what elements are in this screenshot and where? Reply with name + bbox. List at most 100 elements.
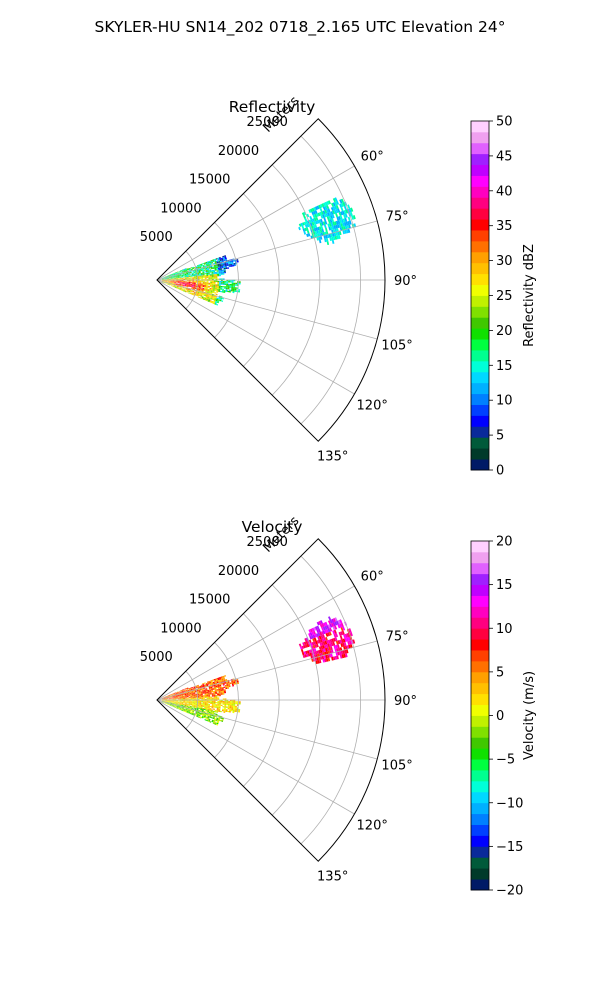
echo-bin — [325, 227, 328, 232]
echo-bin — [166, 695, 169, 697]
echo-bin — [218, 261, 221, 263]
echo-bin — [324, 205, 328, 210]
echo-bin — [222, 702, 225, 704]
echo-bin — [195, 284, 198, 286]
echo-bin — [212, 712, 215, 715]
echo-bin — [163, 282, 165, 284]
echo-bin — [324, 629, 328, 634]
echo-bin — [222, 256, 225, 259]
echo-bin — [191, 691, 194, 693]
echo-bin — [340, 207, 344, 212]
echo-bin — [204, 273, 207, 275]
echo-bin — [225, 290, 228, 292]
echo-bin — [232, 711, 235, 714]
echo-bin — [208, 692, 210, 694]
echo-bin — [321, 228, 325, 233]
echo-bin — [198, 692, 201, 694]
echo-bin — [181, 704, 183, 706]
echo-bin — [185, 701, 187, 703]
echo-bin — [210, 259, 213, 262]
echo-bin — [310, 208, 313, 213]
echo-bin — [171, 705, 174, 707]
echo-bin — [192, 274, 194, 276]
echo-bin — [213, 721, 216, 724]
echo-bin — [316, 230, 319, 234]
colorbar-swatch — [471, 371, 489, 384]
echo-bin — [203, 710, 206, 713]
echo-bin — [223, 265, 226, 267]
echo-bin — [204, 702, 207, 704]
echo-bin — [201, 716, 204, 718]
echo-bin — [202, 293, 205, 295]
echo-bin — [174, 277, 177, 279]
echo-bin — [193, 274, 196, 276]
echo-bin — [339, 619, 343, 624]
angle-tick-label: 120° — [357, 398, 388, 413]
echo-bin — [198, 707, 201, 709]
colorbar-swatch — [471, 868, 489, 880]
echo-bin — [186, 703, 189, 705]
echo-bin — [341, 654, 345, 659]
echo-bin — [190, 282, 193, 284]
echo-bin — [203, 297, 206, 300]
echo-bin — [229, 708, 232, 710]
echo-bin — [178, 279, 180, 280]
velocity-grid — [156, 538, 386, 862]
echo-bin — [223, 675, 226, 677]
colorbar-swatch — [471, 459, 489, 471]
echo-bin — [184, 694, 187, 696]
echo-bin — [210, 281, 212, 283]
echo-bin — [335, 652, 339, 656]
echo-bin — [207, 271, 210, 273]
echo-bin — [220, 676, 223, 679]
echo-bin — [319, 236, 323, 240]
echo-bin — [313, 210, 316, 215]
echo-bin — [316, 640, 320, 644]
echo-bin — [214, 262, 217, 264]
echo-bin — [209, 269, 212, 271]
echo-bin — [336, 644, 340, 649]
echo-bin — [216, 303, 219, 306]
echo-bin — [176, 691, 179, 693]
echo-bin — [206, 683, 208, 686]
echo-bin — [163, 697, 165, 698]
echo-bin — [193, 686, 196, 689]
echo-bin — [324, 658, 327, 663]
colorbar-swatch — [471, 824, 489, 836]
echo-bin — [168, 697, 171, 698]
reflectivity-panel: Reflectivity 500010000150002000025000Met… — [140, 93, 537, 478]
echo-bin — [220, 269, 223, 272]
echo-bin — [212, 685, 214, 687]
echo-bin — [193, 705, 196, 707]
echo-bin — [205, 708, 208, 710]
echo-bin — [321, 655, 325, 660]
echo-bin — [168, 704, 170, 706]
echo-bin — [220, 683, 223, 685]
echo-bin — [182, 693, 185, 695]
echo-bin — [205, 682, 208, 685]
echo-bin — [189, 706, 192, 708]
echo-bin — [220, 680, 223, 683]
echo-bin — [321, 623, 325, 628]
echo-bin — [319, 659, 322, 664]
echo-bin — [313, 227, 317, 232]
echo-bin — [199, 293, 201, 295]
echo-bin — [227, 287, 230, 290]
echo-bin — [187, 709, 189, 711]
colorbar-swatch — [471, 857, 489, 869]
echo-bin — [337, 220, 341, 225]
echo-bin — [308, 219, 312, 224]
echo-bin — [221, 701, 223, 703]
echo-bin — [184, 284, 187, 286]
echo-bin — [209, 693, 212, 695]
echo-bin — [166, 275, 169, 277]
echo-bin — [174, 698, 177, 699]
echo-bin — [185, 271, 188, 272]
echo-bin — [186, 284, 189, 286]
echo-bin — [172, 277, 175, 278]
echo-bin — [175, 286, 177, 288]
echo-bin — [181, 278, 184, 280]
colorbar-swatch — [471, 197, 489, 209]
echo-bin — [324, 238, 327, 243]
echo-bin — [309, 642, 313, 647]
